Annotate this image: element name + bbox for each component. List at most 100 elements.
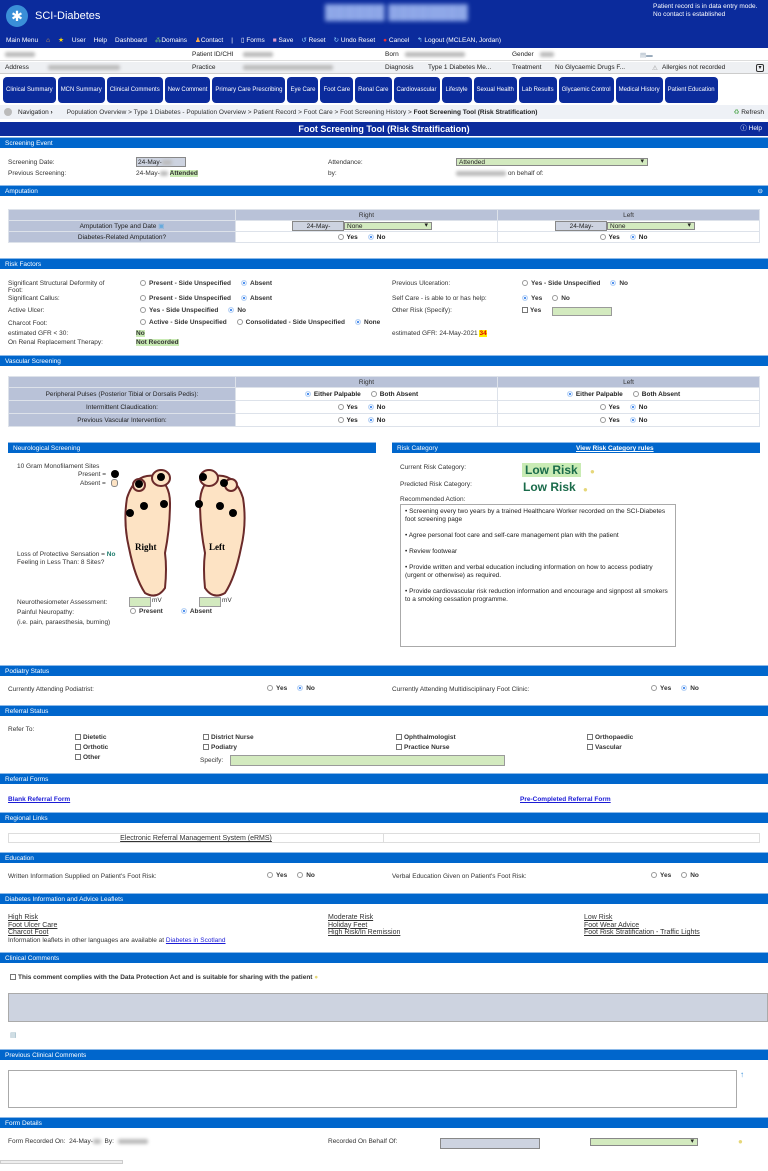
written-no[interactable]: No [297, 872, 315, 879]
right-amputation-date[interactable]: 24-May- [292, 221, 344, 231]
charcot-active[interactable]: Active - Side Unspecified [140, 319, 227, 326]
prev-ulcer-yes[interactable]: Yes - Side Unspecified [522, 280, 600, 287]
leaflet-link[interactable]: Holiday Feet [328, 921, 368, 929]
right-intervention-no[interactable]: No [367, 417, 385, 424]
left-related-yes[interactable]: Yes [599, 234, 620, 241]
charcot-consolidated[interactable]: Consolidated - Side Unspecified [236, 319, 345, 326]
blank-referral-form-link[interactable]: Blank Referral Form [8, 796, 71, 803]
leaflet-link[interactable]: High Risk [8, 914, 38, 921]
referral-option-ophthalmologist[interactable]: Ophthalmologist [396, 734, 456, 741]
user-link[interactable]: User [71, 36, 86, 44]
tab-glycaemic-control[interactable]: Glycaemic Control [558, 77, 614, 103]
checkbox[interactable] [75, 734, 81, 741]
comment-bubble-icon[interactable]: ● [583, 485, 588, 494]
right-related-no[interactable]: No [367, 234, 385, 241]
comment-bubble-icon[interactable]: ● [314, 974, 319, 981]
checkbox[interactable] [396, 744, 402, 751]
written-yes[interactable]: Yes [267, 872, 287, 879]
checkbox[interactable] [203, 744, 209, 751]
referral-option-other[interactable]: Other [75, 754, 100, 761]
referral-option-orthopaedic[interactable]: Orthopaedic [587, 734, 633, 741]
left-amputation-date[interactable]: 24-May- [555, 221, 607, 231]
verbal-no[interactable]: No [681, 872, 699, 879]
home-icon[interactable]: ⌂ [46, 36, 51, 44]
referral-option-practice-nurse[interactable]: Practice Nurse [396, 744, 450, 751]
tab-medical-history[interactable]: Medical History [615, 77, 663, 103]
history-icon[interactable]: ▣ [158, 223, 165, 230]
referral-option-district-nurse[interactable]: District Nurse [203, 734, 254, 741]
checkbox[interactable] [587, 734, 593, 741]
cancel-button[interactable]: ● Cancel [383, 37, 409, 44]
comment-bubble-icon[interactable]: ● [738, 1137, 743, 1146]
contact-card-icon[interactable]: ▤▬ [640, 51, 653, 59]
tab-sexual-health[interactable]: Sexual Health [473, 77, 517, 103]
left-pulses-absent[interactable]: Both Absent [632, 391, 680, 398]
referral-option-dietetic[interactable]: Dietetic [75, 734, 106, 741]
other-risk-checkbox[interactable]: Yes [522, 307, 541, 314]
tab-eye-care[interactable]: Eye Care [287, 77, 319, 103]
behalf-name-input[interactable] [440, 1138, 540, 1149]
referral-option-orthotic[interactable]: Orthotic [75, 744, 108, 751]
tab-lifestyle[interactable]: Lifestyle [441, 77, 472, 103]
referral-option-vascular[interactable]: Vascular [587, 744, 622, 751]
deformity-absent[interactable]: Absent [241, 280, 272, 287]
copy-icon[interactable]: ▤ [10, 1032, 17, 1039]
favourite-star-icon[interactable]: ★ [58, 37, 64, 44]
referral-option-podiatry[interactable]: Podiatry [203, 744, 237, 751]
erms-link[interactable]: Electronic Referral Management System (e… [120, 835, 272, 842]
tab-foot-care[interactable]: Foot Care [320, 77, 354, 103]
checkbox[interactable] [203, 734, 209, 741]
left-claudication-yes[interactable]: Yes [599, 404, 620, 411]
reset-button[interactable]: ↺ Reset [301, 36, 325, 44]
callus-present[interactable]: Present - Side Unspecified [140, 295, 231, 302]
tab-primary-care-prescribing[interactable]: Primary Care Prescribing [212, 77, 286, 103]
forms-button[interactable]: ▯ Forms [240, 37, 265, 44]
callus-absent[interactable]: Absent [241, 295, 272, 302]
view-risk-rules-link[interactable]: View Risk Category rules [576, 445, 654, 452]
other-risk-input[interactable] [552, 307, 612, 316]
diabetes-in-scotland-link[interactable]: Diabetes in Scotland [165, 937, 226, 944]
ulcer-yes[interactable]: Yes - Side Unspecified [140, 307, 218, 314]
help-button[interactable]: ⓘ Help [740, 122, 762, 136]
leaflet-link[interactable]: Moderate Risk [328, 914, 374, 921]
deformity-present[interactable]: Present - Side Unspecified [140, 280, 231, 287]
leaflet-link[interactable]: Charcot Foot [8, 929, 49, 936]
clinic-no[interactable]: No [681, 685, 699, 692]
tab-new-comment[interactable]: New Comment [164, 77, 211, 103]
right-amputation-type-select[interactable]: None [344, 222, 432, 230]
attendance-select[interactable]: Attended [456, 158, 648, 166]
clinical-comment-textarea[interactable] [8, 993, 768, 1022]
save-button[interactable]: ■ Save [273, 37, 294, 44]
right-claudication-no[interactable]: No [367, 404, 385, 411]
tab-clinical-comments[interactable]: Clinical Comments [106, 77, 163, 103]
right-neurothesiometer-input[interactable] [129, 597, 151, 607]
refresh-button[interactable]: ♻ Refresh [734, 108, 764, 116]
help-link[interactable]: Help [93, 36, 108, 44]
leaflet-link[interactable]: Foot Ulcer Care [8, 921, 58, 929]
scroll-top-arrow-icon[interactable]: ↑ [740, 1070, 744, 1079]
self-care-yes[interactable]: Yes [522, 295, 542, 302]
clinic-yes[interactable]: Yes [651, 685, 671, 692]
ulcer-no[interactable]: No [228, 307, 246, 314]
navigation-toggle[interactable]: Navigation › [18, 109, 53, 116]
tab-patient-education[interactable]: Patient Education [664, 77, 718, 103]
left-claudication-no[interactable]: No [629, 404, 647, 411]
right-pulses-palpable[interactable]: Either Palpable [304, 391, 361, 398]
dashboard-link[interactable]: Dashboard [115, 36, 147, 44]
verbal-yes[interactable]: Yes [651, 872, 671, 879]
horizontal-scrollbar[interactable] [0, 1160, 123, 1164]
navigation-icon[interactable] [4, 108, 12, 116]
recommended-action-textarea[interactable]: • Screening every two years by a trained… [400, 504, 676, 647]
dpa-checkbox[interactable]: This comment complies with the Data Prot… [10, 974, 318, 981]
main-menu-link[interactable]: Main Menu [6, 36, 39, 44]
charcot-none[interactable]: None [355, 319, 380, 326]
left-related-no[interactable]: No [629, 234, 647, 241]
painful-absent[interactable]: Absent [180, 608, 212, 615]
right-pulses-absent[interactable]: Both Absent [370, 391, 418, 398]
podiatrist-yes[interactable]: Yes [267, 685, 287, 692]
leaflet-link[interactable]: Low Risk [584, 914, 613, 921]
right-related-yes[interactable]: Yes [337, 234, 358, 241]
left-pulses-palpable[interactable]: Either Palpable [566, 391, 623, 398]
leaflet-link[interactable]: Foot Wear Advice [584, 921, 640, 929]
collapse-icon[interactable]: ⊖ [757, 188, 763, 195]
